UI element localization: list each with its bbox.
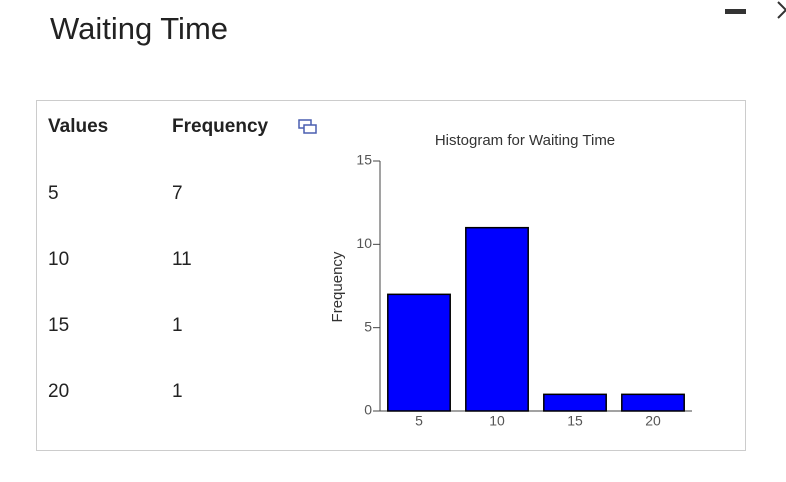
table-cell: 1 bbox=[172, 315, 183, 336]
y-tick-label: 15 bbox=[356, 152, 372, 168]
column-header: Values bbox=[48, 116, 108, 137]
table-cell: 7 bbox=[172, 183, 183, 204]
table-body: 5 7 10 11 15 1 20 1 bbox=[48, 183, 192, 402]
y-tick-label: 10 bbox=[356, 235, 372, 251]
y-tick-label: 5 bbox=[364, 318, 372, 334]
page-title: Waiting Time bbox=[50, 11, 228, 46]
column-header: Frequency bbox=[172, 116, 269, 137]
table-cell: 10 bbox=[48, 249, 69, 270]
table-cell: 1 bbox=[172, 381, 183, 402]
x-tick-label: 10 bbox=[489, 413, 505, 429]
x-tick-label: 5 bbox=[415, 413, 423, 429]
popout-icon[interactable] bbox=[298, 119, 317, 134]
x-tick-label: 15 bbox=[567, 413, 583, 429]
table-cell: 20 bbox=[48, 381, 69, 402]
bar bbox=[387, 293, 451, 412]
y-tick-label: 0 bbox=[364, 402, 372, 418]
chart-title: Histogram for Waiting Time bbox=[435, 132, 615, 149]
icon-part bbox=[303, 124, 317, 134]
next-button[interactable] bbox=[777, 1, 786, 19]
table-cell: 15 bbox=[48, 315, 69, 336]
y-axis-label: Frequency bbox=[329, 251, 346, 322]
panel bbox=[36, 100, 746, 451]
table-cell: 5 bbox=[48, 183, 59, 204]
bar bbox=[543, 393, 607, 412]
table-cell: 11 bbox=[172, 249, 192, 270]
bar bbox=[621, 393, 685, 412]
minimize-button[interactable] bbox=[725, 9, 746, 14]
x-tick-label: 20 bbox=[645, 413, 661, 429]
bar bbox=[465, 226, 529, 412]
